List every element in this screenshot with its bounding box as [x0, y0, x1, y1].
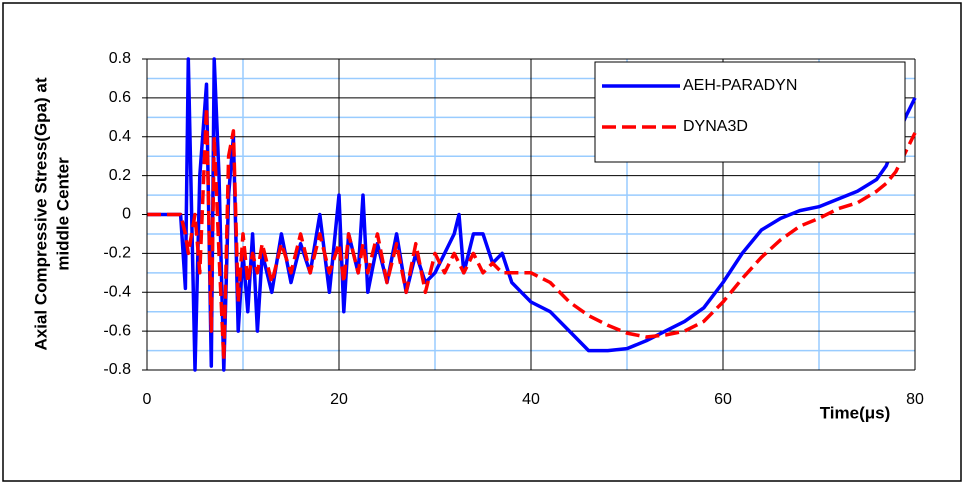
x-tick-label: 20 [330, 391, 348, 408]
y-tick-label: 0.8 [109, 50, 131, 67]
legend-box [594, 61, 906, 163]
x-tick-label: 40 [522, 391, 540, 408]
y-tick-label: -0.2 [103, 245, 131, 262]
y-tick-label: 0.6 [109, 89, 131, 106]
y-axis-label: middle Center [53, 157, 72, 271]
lines [147, 57, 917, 372]
legend-label: DYNA3D [683, 118, 748, 135]
series-line [147, 105, 917, 363]
y-axis-label: Axial Compressive Stress(Gpa) at [31, 77, 50, 350]
x-tick-label: 60 [714, 391, 732, 408]
x-tick-label: 0 [143, 391, 152, 408]
legend: AEH-PARADYN DYNA3D [594, 61, 906, 163]
y-tick-label: -0.6 [103, 322, 131, 339]
axes: 0.8 0.6 0.4 0.2 0 -0.2 -0.4 -0.6 -0.8 0 20 40 60 80 [103, 50, 924, 408]
y-tick-label: -0.8 [103, 361, 131, 378]
y-tick-label: 0.2 [109, 167, 131, 184]
y-tick-label: 0.4 [109, 128, 131, 145]
y-tick-label: -0.4 [103, 283, 131, 300]
x-tick-label: 80 [906, 391, 924, 408]
y-tick-label: 0 [122, 206, 131, 223]
legend-label: AEH-PARADYN [683, 77, 797, 94]
x-axis-label: Time(μs) [820, 403, 891, 422]
